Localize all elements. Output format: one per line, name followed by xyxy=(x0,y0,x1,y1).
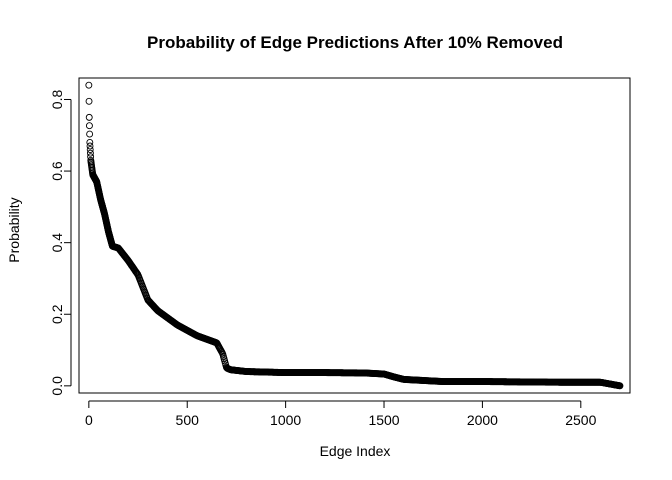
x-tick-label: 0 xyxy=(85,412,93,428)
y-tick-label: 0.2 xyxy=(49,304,65,324)
chart-title: Probability of Edge Predictions After 10… xyxy=(147,33,563,52)
y-tick-label: 0.0 xyxy=(49,376,65,396)
plot-frame xyxy=(78,77,631,394)
data-point xyxy=(86,146,94,154)
data-point xyxy=(85,113,93,121)
y-axis-label: Probability xyxy=(6,197,22,262)
data-point xyxy=(86,142,94,150)
data-point xyxy=(87,153,95,161)
data-point xyxy=(86,149,94,157)
x-tick-label: 500 xyxy=(176,412,200,428)
data-point xyxy=(86,138,94,146)
data-point xyxy=(85,122,93,130)
data-point xyxy=(85,97,93,105)
x-tick-label: 2500 xyxy=(565,412,596,428)
y-axis: 0.0 0.2 0.4 0.6 0.8 xyxy=(49,90,72,396)
x-tick-label: 2000 xyxy=(467,412,498,428)
data-point xyxy=(85,81,93,89)
x-tick-label: 1000 xyxy=(270,412,301,428)
x-axis-label: Edge Index xyxy=(320,443,391,459)
x-axis: 0 500 1000 1500 2000 2500 xyxy=(85,400,597,428)
data-points xyxy=(85,81,624,390)
data-point xyxy=(86,130,94,138)
y-tick-label: 0.4 xyxy=(49,233,65,253)
y-tick-label: 0.8 xyxy=(49,90,65,110)
x-tick-label: 1500 xyxy=(368,412,399,428)
data-point xyxy=(616,382,624,390)
y-tick-label: 0.6 xyxy=(49,161,65,181)
